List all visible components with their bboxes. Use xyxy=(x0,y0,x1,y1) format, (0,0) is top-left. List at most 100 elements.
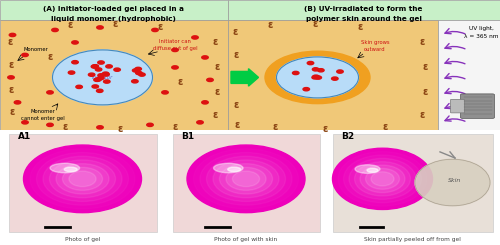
Text: Skin partially peeled off from gel: Skin partially peeled off from gel xyxy=(364,237,461,242)
Text: ɛ: ɛ xyxy=(112,19,117,29)
Text: Monomer: Monomer xyxy=(30,109,55,114)
Text: polymer skin around the gel: polymer skin around the gel xyxy=(306,16,422,22)
Text: Skin: Skin xyxy=(448,178,462,183)
Text: ɛ: ɛ xyxy=(422,62,428,73)
Text: ɛ: ɛ xyxy=(178,77,182,87)
FancyBboxPatch shape xyxy=(0,20,228,130)
Ellipse shape xyxy=(355,165,380,173)
Text: UV light,: UV light, xyxy=(468,26,493,31)
Circle shape xyxy=(97,126,103,129)
Circle shape xyxy=(98,74,104,77)
Ellipse shape xyxy=(64,167,77,171)
Ellipse shape xyxy=(366,169,400,189)
Circle shape xyxy=(192,36,198,39)
Ellipse shape xyxy=(214,163,243,173)
Text: ɛ: ɛ xyxy=(215,87,220,98)
FancyBboxPatch shape xyxy=(438,20,500,130)
Text: (A) Initiator-loaded gel placed in a: (A) Initiator-loaded gel placed in a xyxy=(43,6,184,12)
Text: λ = 365 nm: λ = 365 nm xyxy=(464,35,498,39)
Circle shape xyxy=(162,91,168,94)
Circle shape xyxy=(96,89,103,92)
Text: ɛ: ɛ xyxy=(234,50,238,60)
FancyBboxPatch shape xyxy=(172,134,320,232)
Circle shape xyxy=(147,123,153,126)
Ellipse shape xyxy=(349,158,416,199)
FancyBboxPatch shape xyxy=(460,94,494,118)
Circle shape xyxy=(22,53,28,57)
FancyBboxPatch shape xyxy=(228,0,500,20)
Circle shape xyxy=(22,121,28,124)
Text: outward: outward xyxy=(364,48,386,52)
Circle shape xyxy=(106,65,112,68)
Text: ɛ: ɛ xyxy=(8,37,12,48)
Circle shape xyxy=(136,71,142,75)
Circle shape xyxy=(132,80,138,83)
Text: B2: B2 xyxy=(341,132,354,141)
Text: cannot enter gel: cannot enter gel xyxy=(20,116,64,121)
Ellipse shape xyxy=(226,167,266,190)
Circle shape xyxy=(172,48,178,51)
Text: ɛ: ɛ xyxy=(420,37,425,48)
Circle shape xyxy=(202,56,208,59)
Ellipse shape xyxy=(213,160,279,198)
Ellipse shape xyxy=(52,50,152,105)
Circle shape xyxy=(104,80,110,83)
Circle shape xyxy=(336,70,343,73)
Text: ɛ: ɛ xyxy=(234,100,238,110)
Circle shape xyxy=(91,65,98,68)
Text: ɛ: ɛ xyxy=(10,107,15,117)
Circle shape xyxy=(103,73,110,76)
Ellipse shape xyxy=(206,156,286,201)
Ellipse shape xyxy=(24,145,142,213)
Text: ɛ: ɛ xyxy=(382,122,388,132)
Circle shape xyxy=(307,61,314,65)
Circle shape xyxy=(96,68,102,71)
Ellipse shape xyxy=(232,171,260,187)
Circle shape xyxy=(332,77,338,80)
Circle shape xyxy=(303,87,310,91)
Text: ɛ: ɛ xyxy=(234,75,238,85)
Circle shape xyxy=(197,121,203,124)
FancyBboxPatch shape xyxy=(228,20,438,130)
Text: Photo of gel: Photo of gel xyxy=(65,237,100,242)
Circle shape xyxy=(97,26,103,29)
Circle shape xyxy=(92,85,98,88)
Ellipse shape xyxy=(360,165,405,193)
Ellipse shape xyxy=(50,163,80,173)
Circle shape xyxy=(312,76,318,79)
Text: ɛ: ɛ xyxy=(272,122,278,132)
Circle shape xyxy=(276,57,358,98)
Ellipse shape xyxy=(187,145,305,213)
Text: Monomer: Monomer xyxy=(24,48,48,52)
Text: ɛ: ɛ xyxy=(8,60,14,70)
FancyBboxPatch shape xyxy=(9,134,156,232)
Circle shape xyxy=(135,67,141,71)
Circle shape xyxy=(8,76,14,79)
Text: ɛ: ɛ xyxy=(172,122,178,132)
Text: ɛ: ɛ xyxy=(68,20,72,30)
Text: ɛ: ɛ xyxy=(322,123,328,134)
Text: ɛ: ɛ xyxy=(212,110,218,120)
Text: Photo of gel with skin: Photo of gel with skin xyxy=(214,237,278,242)
FancyBboxPatch shape xyxy=(450,99,464,113)
Circle shape xyxy=(92,65,98,68)
Text: ɛ: ɛ xyxy=(358,23,362,33)
Ellipse shape xyxy=(56,164,109,194)
Text: ɛ: ɛ xyxy=(215,62,220,73)
Circle shape xyxy=(312,75,319,78)
Text: ɛ: ɛ xyxy=(422,87,428,98)
Ellipse shape xyxy=(415,159,490,206)
Ellipse shape xyxy=(367,168,378,172)
Circle shape xyxy=(76,85,82,88)
Circle shape xyxy=(72,41,78,44)
FancyArrow shape xyxy=(231,69,258,86)
Circle shape xyxy=(47,91,53,94)
Circle shape xyxy=(114,68,120,71)
Circle shape xyxy=(315,76,322,79)
Ellipse shape xyxy=(50,160,116,198)
Circle shape xyxy=(152,28,158,32)
Text: ɛ: ɛ xyxy=(268,20,272,30)
Text: A1: A1 xyxy=(18,132,31,141)
Text: Skin grows: Skin grows xyxy=(360,40,390,45)
Text: ɛ: ɛ xyxy=(158,23,162,33)
